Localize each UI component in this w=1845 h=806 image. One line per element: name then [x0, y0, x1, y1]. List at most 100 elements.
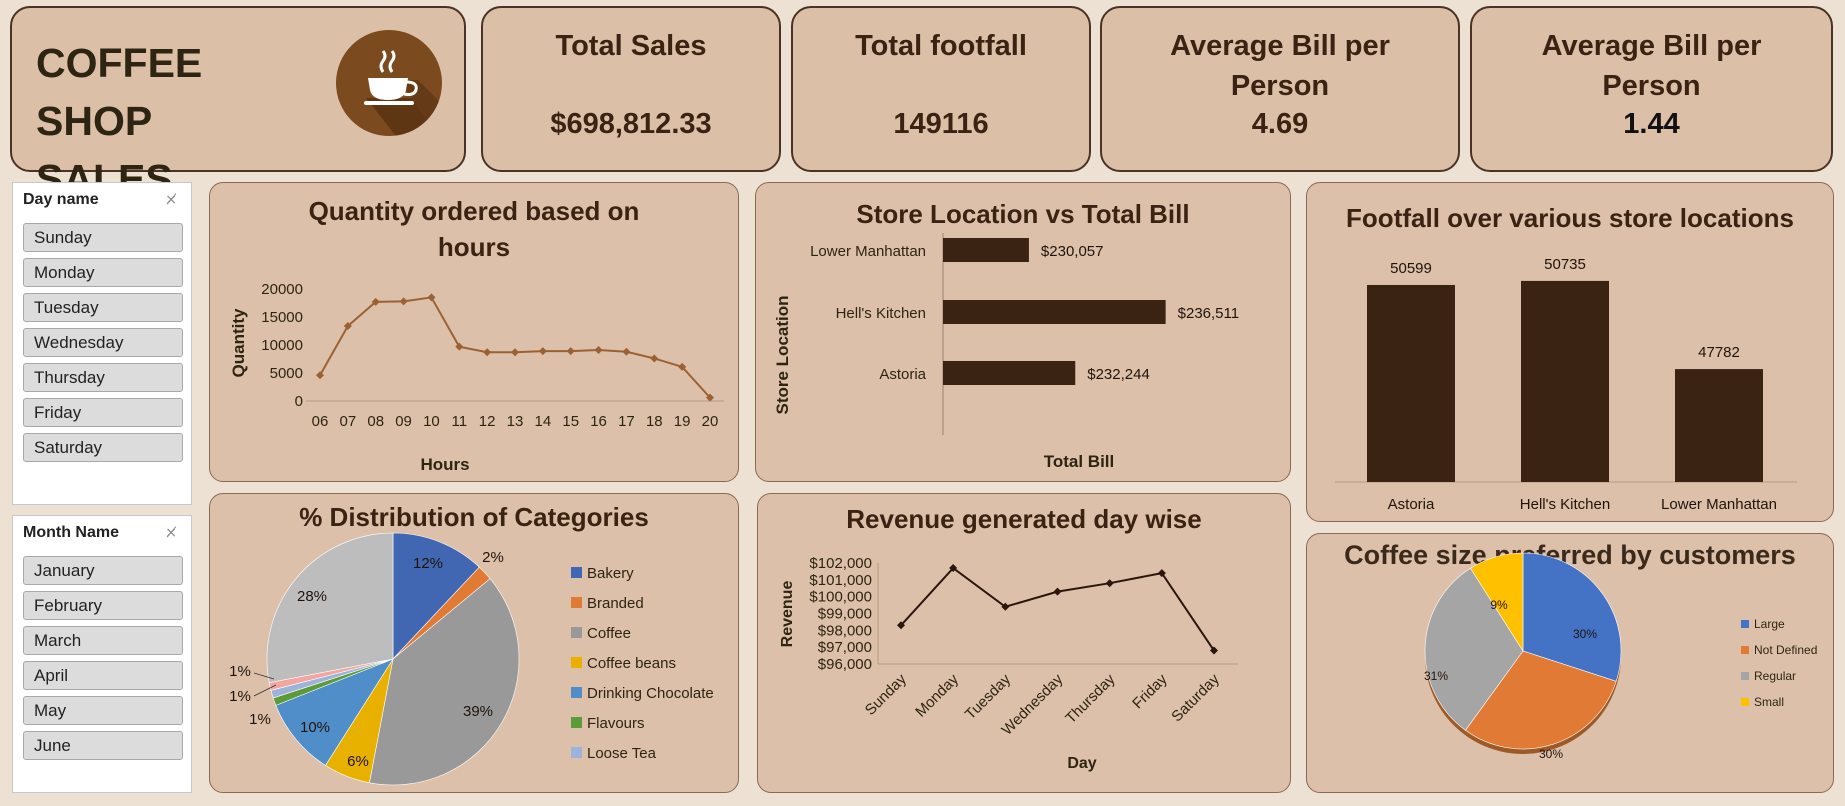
legend-swatch	[571, 657, 582, 668]
day-name-slicer: Day name ⨯̸ Sunday Monday Tuesday Wednes…	[12, 182, 192, 505]
slicer-item-friday[interactable]: Friday	[23, 398, 183, 427]
coffee-cup-icon	[336, 30, 442, 136]
data-point	[511, 348, 519, 357]
bar	[943, 238, 1029, 262]
data-point	[483, 348, 492, 357]
kpi-value: 4.69	[1251, 108, 1309, 140]
x-tick-label: 14	[535, 413, 552, 430]
coffee-size-pie-chart: 30% 30% 31% 9% Large Not Defined Regular Small	[1424, 552, 1817, 761]
data-label: $230,057	[1041, 243, 1104, 260]
slicer-item-tuesday[interactable]: Tuesday	[23, 293, 183, 322]
y-tick-label: 15000	[261, 309, 303, 326]
legend-swatch	[571, 597, 582, 608]
month-name-slicer: Month Name ⨯̸ January February March Apr…	[12, 515, 192, 793]
x-tick-label: 06	[312, 413, 329, 430]
pie-slice	[275, 658, 394, 766]
data-label: 50735	[1544, 256, 1586, 273]
slicer-item-monday[interactable]: Monday	[23, 258, 183, 287]
data-point	[1053, 587, 1062, 596]
slicer-item-may[interactable]: May	[23, 696, 183, 725]
x-tick-label: Sunday	[862, 670, 910, 718]
x-tick-label: 20	[702, 413, 719, 430]
kpi-average-bill: Average Bill per Person 4.69	[1100, 6, 1460, 172]
revenue-day-chart: $96,000$97,000$98,000$99,000$100,000$101…	[779, 555, 1238, 772]
data-point	[399, 297, 408, 306]
legend-swatch	[571, 747, 582, 758]
data-label: 50599	[1390, 260, 1432, 277]
y-axis-title: Revenue	[779, 581, 796, 648]
clear-filter-icon[interactable]: ⨯̸	[165, 524, 177, 540]
store-bill-chart: Lower Manhattan $230,057 Hell's Kitchen $23…	[773, 233, 1239, 471]
slicer-item-saturday[interactable]: Saturday	[23, 433, 183, 462]
slicer-header: Day name	[23, 191, 99, 208]
slice-label: 30%	[1573, 627, 1597, 641]
slicer-item-april[interactable]: April	[23, 661, 183, 690]
y-axis-title: Quantity	[229, 308, 248, 377]
coffee-size-panel: Coffee size preferred by customers 30% 30…	[1306, 533, 1834, 793]
legend-label: Drinking Chocolate	[587, 685, 714, 702]
x-tick-label: 11	[451, 413, 467, 430]
slicer-item-sunday[interactable]: Sunday	[23, 223, 183, 252]
pie-slice	[1522, 552, 1622, 682]
title-card: COFFEE SHOP SALES	[10, 6, 466, 202]
leader-line	[253, 684, 277, 697]
bar	[943, 300, 1166, 324]
x-tick-label: Tuesday	[962, 670, 1015, 723]
slice-label: 2%	[482, 549, 504, 566]
data-point	[1157, 569, 1166, 578]
clear-filter-icon[interactable]: ⨯̸	[165, 191, 177, 207]
slice-label: 1%	[229, 688, 251, 705]
slicer-item-june[interactable]: June	[23, 731, 183, 760]
kpi-title: Total Sales	[555, 30, 707, 62]
leader-line	[253, 672, 275, 680]
chart-title-line-2: hours	[437, 232, 511, 262]
x-tick-label: Thursday	[1062, 670, 1119, 727]
data-point	[1105, 579, 1114, 588]
y-tick-label: $98,000	[818, 622, 872, 639]
slicer-item-thursday[interactable]: Thursday	[23, 363, 183, 392]
slicer-item-february[interactable]: February	[23, 591, 183, 620]
y-tick-label: 20000	[261, 281, 303, 298]
legend-label: Large	[1754, 617, 1785, 631]
kpi-title-line-1: Average Bill per	[1541, 30, 1762, 62]
bar	[1521, 280, 1609, 482]
slice-label: 10%	[300, 719, 330, 736]
x-tick-label: 10	[423, 413, 440, 430]
pie-slice	[369, 578, 520, 786]
x-tick-label: 08	[367, 413, 384, 430]
legend-label: Loose Tea	[587, 745, 657, 762]
data-point	[343, 321, 352, 330]
categories-panel: % Distribution of Categories 12% 2% 39% 6% 1…	[209, 493, 739, 793]
slice-label: 1%	[249, 711, 271, 728]
dashboard-title: COFFEE SHOP SALES	[36, 34, 326, 208]
data-label: $236,511	[1178, 305, 1239, 322]
x-tick-label: 16	[590, 413, 607, 430]
slicer-item-march[interactable]: March	[23, 626, 183, 655]
slice-label: 28%	[297, 588, 327, 605]
kpi-title-line-2: Person	[1230, 70, 1330, 102]
data-point	[1210, 646, 1218, 655]
bar	[943, 361, 1076, 385]
data-point	[706, 393, 714, 402]
x-tick-label: 18	[646, 413, 663, 430]
chart-title: Revenue generated day wise	[846, 504, 1202, 534]
x-tick-label: 07	[340, 413, 357, 430]
data-point	[650, 354, 659, 363]
kpi-title-line-2: Person	[1602, 70, 1701, 102]
x-tick-label: Saturday	[1168, 670, 1223, 725]
slicer-item-wednesday[interactable]: Wednesday	[23, 328, 183, 357]
legend-label: Coffee	[587, 625, 631, 642]
legend-label: Not Defined	[1754, 643, 1817, 657]
pie-slice	[1424, 567, 1524, 731]
kpi-value: 1.44	[1623, 108, 1680, 140]
series-line	[900, 566, 1215, 652]
slice-label: 30%	[1539, 747, 1563, 761]
y-tick-label: 0	[295, 393, 303, 410]
data-point	[897, 621, 905, 630]
slicer-item-january[interactable]: January	[23, 556, 183, 585]
data-point	[594, 346, 603, 355]
footfall-chart: 50599 Astoria 50735 Hell's Kitchen 47782 Lowe…	[1335, 256, 1797, 513]
data-label: $232,244	[1087, 366, 1150, 383]
legend-swatch	[571, 717, 582, 728]
legend-label: Branded	[587, 595, 644, 612]
